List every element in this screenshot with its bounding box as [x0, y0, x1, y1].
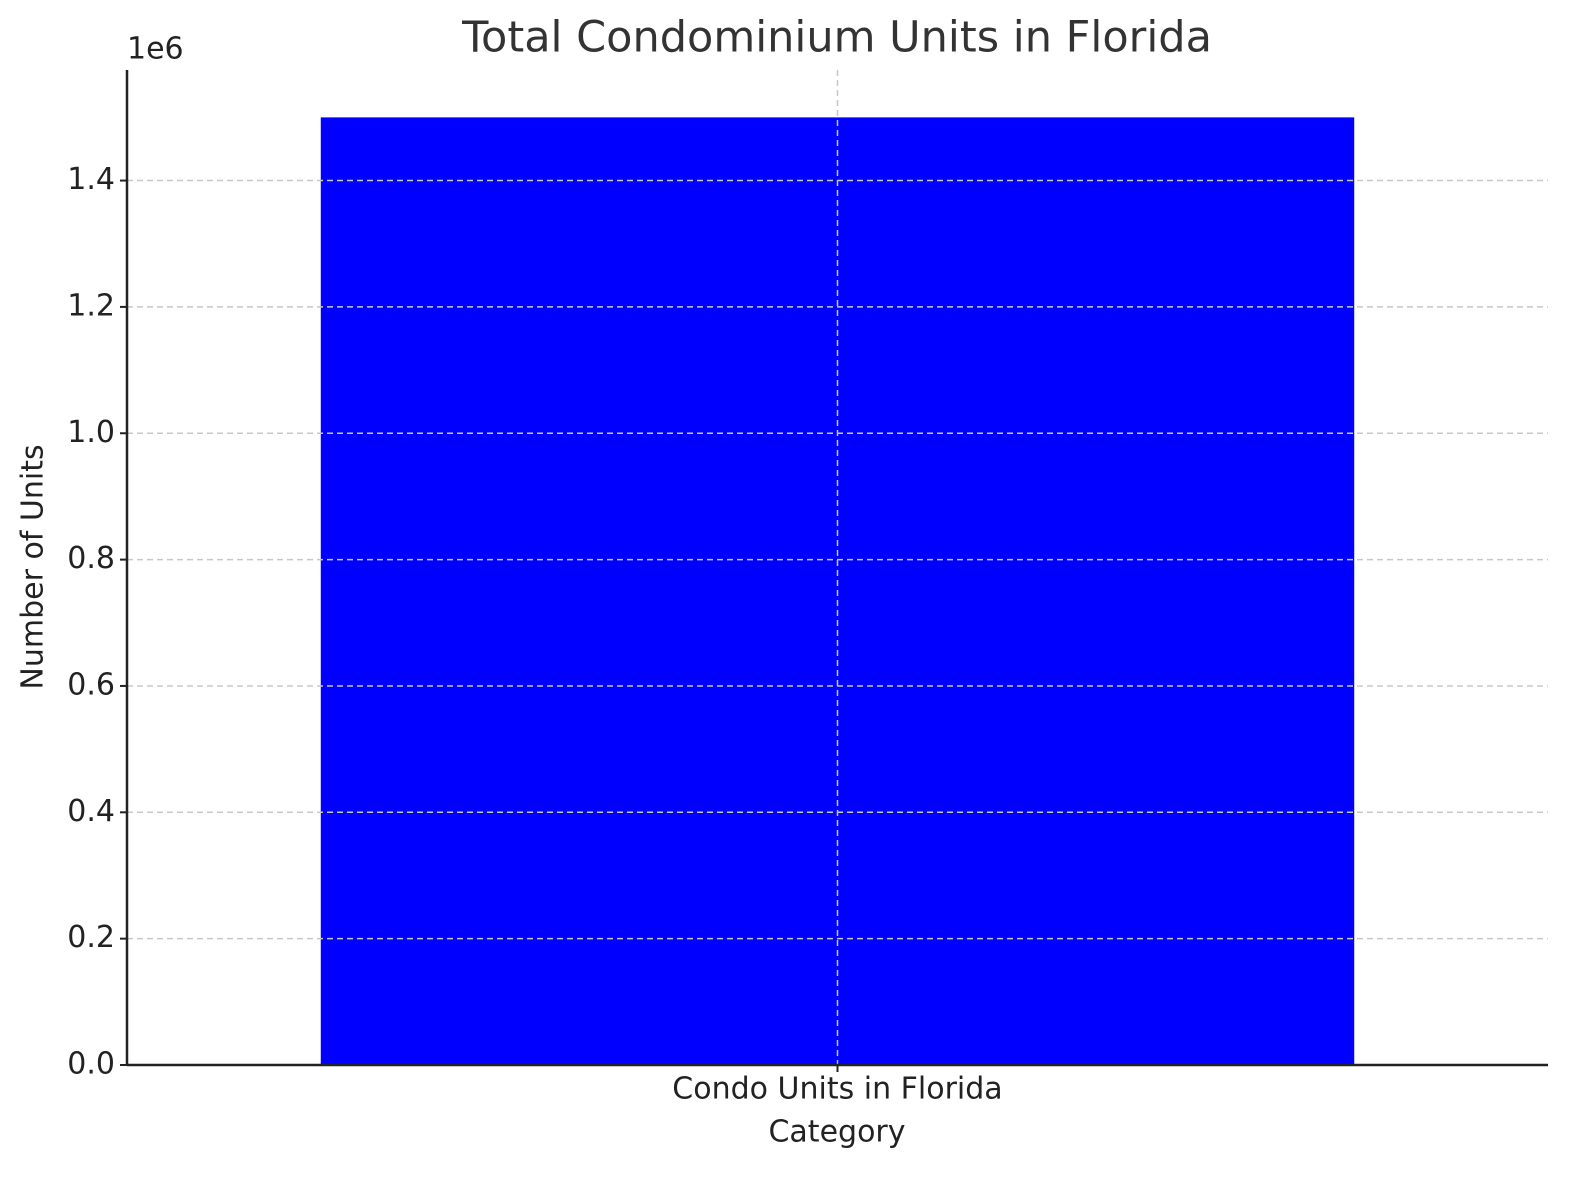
x-tick-label: Condo Units in Florida [672, 1072, 1002, 1107]
chart-title: Total Condominium Units in Florida [461, 13, 1212, 63]
y-tick-label: 0.0 [67, 1047, 115, 1082]
y-tick-label: 1.2 [67, 288, 115, 323]
y-tick-label: 0.8 [67, 541, 115, 576]
y-tick-label: 0.6 [67, 667, 115, 702]
y-tick-label: 0.4 [67, 794, 115, 829]
y-offset-label: 1e6 [127, 32, 184, 67]
y-tick-label: 1.0 [67, 415, 115, 450]
x-axis-label: Category [768, 1115, 905, 1150]
y-tick-label: 0.2 [67, 920, 115, 955]
y-axis-label: Number of Units [16, 444, 51, 689]
y-tick-label: 1.4 [67, 162, 115, 197]
